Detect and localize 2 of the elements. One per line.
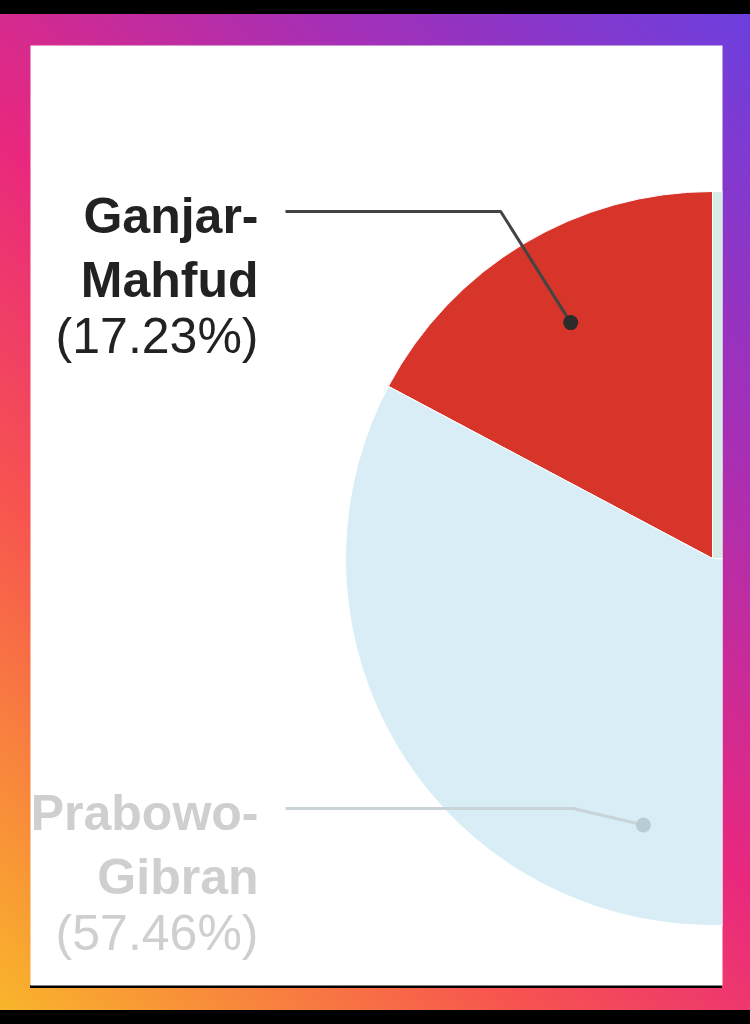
slice-label: Ganjar-Mahfud (80, 187, 259, 309)
data-label: (17.23%) (55, 307, 259, 364)
